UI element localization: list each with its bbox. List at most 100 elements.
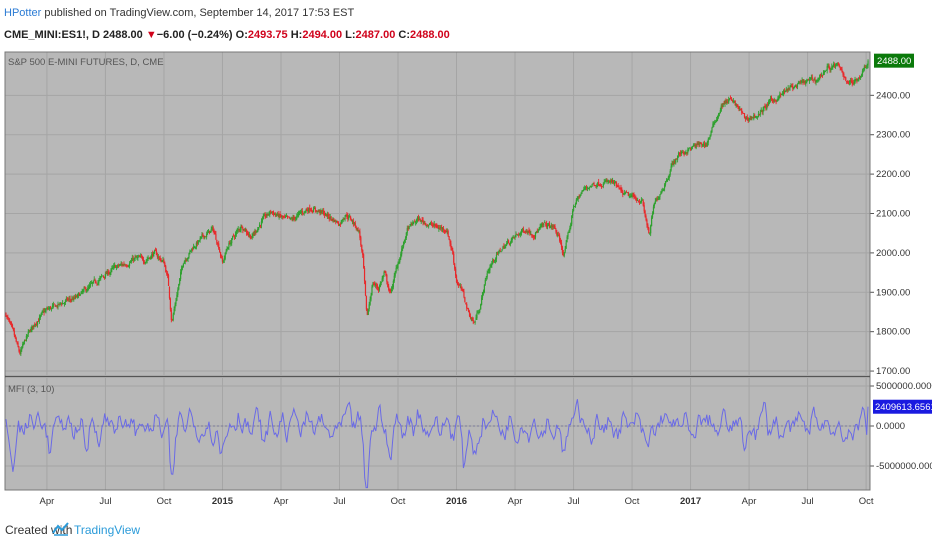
candle-body	[14, 334, 16, 339]
symbol-label[interactable]: CME_MINI:ES1!, D	[4, 29, 100, 41]
candle-body	[726, 102, 728, 103]
candle-body	[331, 218, 333, 220]
author-link[interactable]: HPotter	[4, 7, 42, 19]
candle-body	[780, 94, 782, 96]
candle-body	[677, 153, 680, 156]
candle-body	[154, 250, 156, 253]
candle-body	[23, 342, 25, 345]
candle-body	[698, 143, 700, 145]
candle-body	[439, 227, 441, 229]
candle-body	[710, 131, 712, 135]
candle-body	[633, 195, 635, 197]
candle-body	[286, 215, 289, 217]
tradingview-brand[interactable]: TradingView	[74, 523, 141, 537]
candle-body	[252, 234, 254, 236]
candle-body	[700, 143, 702, 145]
candle-body	[68, 298, 70, 300]
candle-body	[415, 219, 418, 222]
price-axis[interactable]	[870, 50, 932, 512]
candle-body	[618, 187, 620, 189]
candle-body	[158, 256, 160, 258]
candle-body	[322, 210, 324, 212]
candle-body	[568, 231, 570, 233]
candle-body	[204, 236, 206, 238]
mfi-pane[interactable]	[5, 378, 870, 490]
candle-body	[378, 286, 381, 290]
candle-body	[45, 309, 47, 312]
candle-body	[750, 117, 752, 119]
candle-body	[395, 268, 397, 272]
candle-body	[82, 290, 84, 292]
candle-body	[308, 208, 310, 212]
candle-body	[572, 210, 574, 216]
candle-body	[324, 213, 327, 215]
candle-body	[151, 253, 153, 257]
candle-body	[408, 226, 410, 229]
candle-body	[797, 82, 799, 84]
candle-body	[551, 224, 553, 228]
candle-body	[214, 233, 216, 235]
candle-body	[821, 75, 823, 77]
candle-body	[168, 286, 171, 299]
candle-body	[321, 210, 323, 211]
candle-body	[10, 323, 13, 326]
candle-body	[248, 234, 250, 236]
candle-body	[854, 78, 856, 84]
candle-body	[419, 219, 421, 222]
candle-body	[125, 265, 127, 267]
candle-body	[270, 211, 272, 213]
candle-body	[441, 226, 443, 229]
candle-body	[157, 256, 159, 258]
candle-body	[577, 196, 579, 200]
candle-body	[573, 206, 576, 207]
candle-body	[281, 216, 283, 218]
x-tick-label: Apr	[742, 496, 757, 507]
candle-body	[479, 309, 481, 313]
candle-body	[184, 259, 186, 262]
candle-body	[781, 94, 783, 96]
candle-body	[751, 116, 753, 119]
candle-body	[332, 219, 334, 221]
candle-body	[672, 162, 674, 165]
candle-body	[42, 310, 44, 312]
x-tick-label: 2015	[212, 496, 234, 507]
x-tick-label: Oct	[859, 496, 874, 507]
chart-area[interactable]: 2400.00 2300.00 2200.00 2100.00 2000.00 1900.…	[0, 50, 932, 512]
candle-body	[554, 225, 556, 229]
candle-body	[296, 216, 298, 220]
candle-body	[748, 118, 750, 121]
candle-body	[291, 218, 293, 220]
candle-body	[320, 210, 322, 214]
mfi-line	[5, 399, 869, 489]
price-chart[interactable]: 2400.00 2300.00 2200.00 2100.00 2000.00 1900.…	[0, 50, 932, 512]
candle-body	[493, 259, 495, 261]
candle-body	[98, 279, 100, 283]
candle-body	[555, 229, 557, 232]
candle-body	[149, 257, 151, 259]
x-tick-label: Oct	[625, 496, 640, 507]
candle-body	[721, 106, 723, 107]
candle-body	[87, 288, 89, 292]
candle-body	[90, 283, 93, 284]
candle-body	[325, 213, 328, 217]
candle-body	[808, 79, 811, 81]
candle-body	[371, 286, 373, 296]
candle-body	[788, 87, 790, 89]
candle-body	[522, 228, 525, 232]
candle-body	[268, 214, 270, 215]
time-axis[interactable]	[0, 490, 870, 512]
candle-body	[131, 257, 133, 262]
candle-body	[860, 74, 863, 76]
candle-body	[360, 237, 362, 246]
candle-body	[739, 108, 741, 110]
candle-body	[444, 230, 446, 232]
candle-body	[809, 78, 812, 79]
open-value: 2493.75	[247, 29, 288, 41]
candle-body	[126, 265, 128, 267]
candle-body	[287, 216, 289, 218]
candle-body	[427, 224, 429, 226]
candle-body	[398, 261, 400, 265]
candle-body	[264, 214, 266, 217]
candle-body	[340, 220, 342, 224]
candle-body	[820, 74, 822, 76]
